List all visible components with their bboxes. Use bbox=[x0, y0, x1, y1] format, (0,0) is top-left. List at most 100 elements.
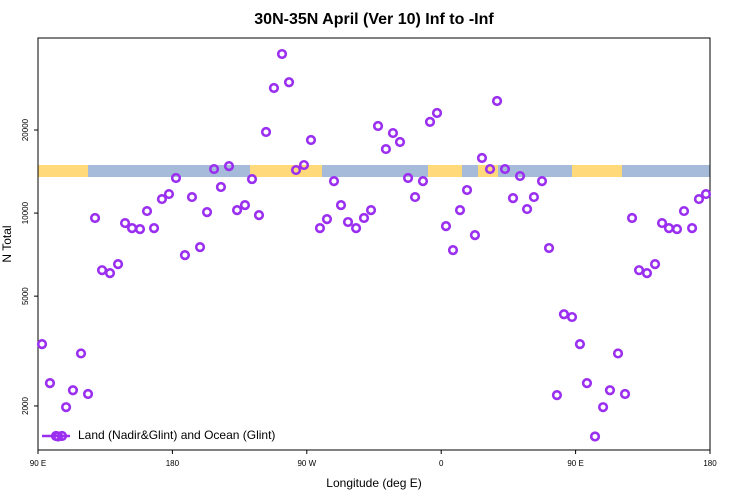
data-point bbox=[276, 48, 288, 60]
data-point bbox=[469, 230, 481, 241]
x-tick-label: 90 W bbox=[297, 459, 316, 468]
data-point bbox=[60, 402, 72, 413]
data-point bbox=[335, 199, 347, 211]
data-point bbox=[656, 217, 668, 229]
data-point bbox=[215, 181, 227, 193]
data-point bbox=[678, 205, 690, 217]
data-point bbox=[372, 120, 384, 132]
land-ocean-strip bbox=[38, 165, 710, 177]
y-tick-label: 2000 bbox=[21, 397, 30, 415]
data-point bbox=[409, 191, 421, 203]
data-point bbox=[424, 116, 436, 128]
y-tick-label: 20000 bbox=[21, 118, 30, 141]
data-point bbox=[134, 223, 146, 235]
data-point bbox=[589, 431, 601, 442]
data-point bbox=[358, 212, 370, 224]
data-point bbox=[597, 402, 609, 413]
data-point bbox=[604, 385, 616, 396]
data-point bbox=[260, 126, 272, 138]
data-point bbox=[521, 203, 533, 215]
data-point bbox=[491, 95, 503, 107]
data-point bbox=[305, 134, 317, 146]
data-point bbox=[67, 385, 79, 396]
data-point bbox=[394, 136, 406, 148]
y-tick-label: 5000 bbox=[21, 287, 30, 305]
data-point bbox=[484, 163, 496, 175]
x-axis-label: Longitude (deg E) bbox=[326, 476, 421, 490]
data-point bbox=[194, 241, 206, 253]
data-point bbox=[507, 193, 519, 204]
data-point bbox=[633, 265, 645, 276]
data-point bbox=[321, 214, 333, 225]
data-point bbox=[223, 160, 235, 172]
data-point bbox=[298, 159, 310, 171]
data-point bbox=[314, 223, 326, 234]
data-point bbox=[328, 175, 340, 187]
data-point bbox=[201, 207, 213, 218]
legend-label: Land (Nadir&Glint) and Ocean (Glint) bbox=[78, 428, 275, 442]
data-point bbox=[693, 193, 705, 205]
plot-frame bbox=[37, 37, 711, 451]
data-point bbox=[476, 152, 488, 164]
data-point bbox=[186, 191, 198, 203]
data-point bbox=[148, 223, 160, 234]
data-point bbox=[454, 205, 466, 216]
data-point bbox=[581, 378, 593, 389]
data-point bbox=[528, 191, 540, 203]
data-point bbox=[253, 210, 265, 221]
data-point bbox=[82, 388, 94, 400]
data-point bbox=[447, 245, 459, 256]
x-tick-label: 90 E bbox=[567, 459, 583, 468]
data-point bbox=[342, 216, 354, 228]
data-point bbox=[112, 259, 124, 270]
x-tick-label: 180 bbox=[703, 459, 717, 468]
data-point bbox=[89, 212, 101, 224]
data-point bbox=[543, 242, 555, 254]
x-tick-label: 180 bbox=[166, 459, 180, 468]
data-point bbox=[104, 268, 116, 279]
data-point bbox=[36, 339, 48, 350]
data-point bbox=[208, 163, 220, 175]
data-point bbox=[141, 205, 153, 217]
data-point bbox=[126, 223, 138, 234]
data-point bbox=[417, 175, 429, 187]
data-point bbox=[179, 250, 191, 261]
data-point bbox=[641, 268, 653, 279]
data-point bbox=[44, 378, 56, 389]
data-point bbox=[626, 212, 638, 224]
data-point bbox=[380, 143, 392, 155]
data-point bbox=[387, 127, 399, 139]
data-point bbox=[119, 217, 131, 229]
data-point bbox=[290, 164, 302, 176]
chart-title: 30N-35N April (Ver 10) Inf to -Inf bbox=[254, 11, 494, 28]
data-point bbox=[619, 388, 631, 400]
data-point bbox=[566, 311, 578, 323]
data-point bbox=[671, 223, 683, 235]
legend-marker bbox=[56, 430, 68, 442]
data-point bbox=[612, 348, 624, 359]
x-tick-label: 90 E bbox=[30, 459, 46, 468]
data-point bbox=[170, 172, 182, 184]
data-point bbox=[663, 223, 675, 234]
data-point bbox=[283, 77, 295, 88]
legend-marker bbox=[50, 430, 62, 442]
data-point bbox=[574, 339, 586, 350]
data-point bbox=[440, 221, 452, 232]
data-point bbox=[246, 173, 258, 185]
data-point bbox=[268, 82, 280, 94]
data-point bbox=[365, 205, 377, 216]
data-point bbox=[75, 348, 87, 359]
data-point bbox=[350, 223, 362, 234]
data-point bbox=[686, 223, 698, 234]
data-point bbox=[536, 175, 548, 187]
data-point bbox=[499, 163, 511, 175]
data-point bbox=[163, 188, 175, 200]
data-point bbox=[231, 205, 243, 216]
y-axis-label: N Total bbox=[0, 225, 14, 262]
data-point bbox=[700, 188, 712, 200]
data-point bbox=[239, 199, 251, 211]
data-point bbox=[156, 193, 168, 205]
data-point bbox=[551, 389, 563, 401]
data-point bbox=[649, 259, 661, 270]
